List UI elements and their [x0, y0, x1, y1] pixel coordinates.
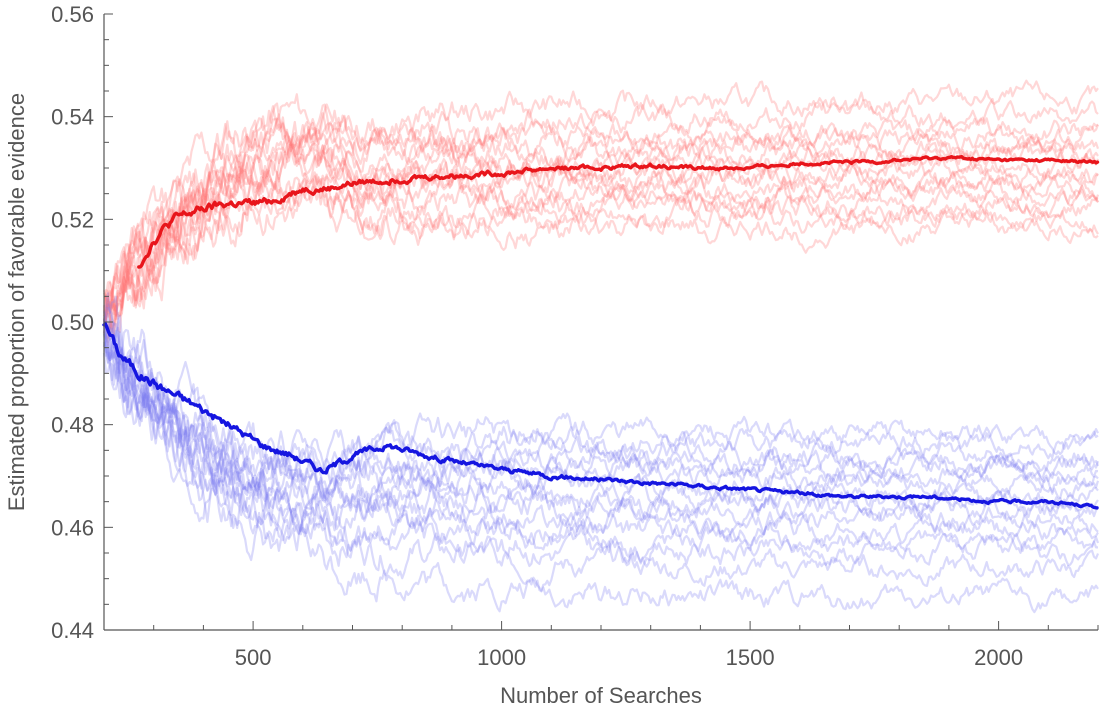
blue-faint-trajectory: [102, 352, 1099, 503]
blue-faint-trajectory: [102, 312, 1099, 614]
x-ticks: 500 1000 1500 2000: [153, 621, 1099, 670]
red-faint-trajectory: [102, 79, 1099, 317]
blue-faint-trajectory: [102, 317, 1100, 563]
red-faint-trajectory: [102, 126, 1099, 312]
blue-faint-trajectory: [102, 326, 1099, 497]
faint-trajectories: [102, 79, 1100, 614]
x-tick-label: 1500: [726, 645, 775, 670]
blue-faint-trajectory: [102, 311, 1099, 503]
y-tick-label: 0.54: [51, 105, 94, 130]
y-tick-label: 0.44: [51, 618, 94, 643]
blue-faint-trajectory: [102, 326, 1100, 592]
red-faint-trajectory: [102, 97, 1099, 333]
y-tick-label: 0.52: [51, 207, 94, 232]
blue-faint-trajectory: [102, 314, 1099, 522]
blue-faint-trajectory: [102, 333, 1099, 529]
red-faint-trajectory: [102, 93, 1100, 320]
red-faint-trajectory: [103, 139, 1099, 336]
y-tick-label: 0.46: [51, 515, 94, 540]
y-tick-label: 0.48: [51, 413, 94, 438]
y-axis-title: Estimated proportion of favorable eviden…: [4, 93, 29, 511]
x-axis-title: Number of Searches: [500, 683, 702, 708]
red-faint-trajectory: [102, 113, 1099, 322]
red-faint-trajectory: [102, 171, 1099, 325]
blue-faint-trajectory: [103, 292, 1099, 552]
red-faint-trajectory: [102, 125, 1100, 340]
red-faint-trajectory: [102, 168, 1100, 346]
red-faint-trajectory: [102, 156, 1099, 337]
blue-faint-trajectory: [102, 319, 1098, 568]
blue-faint-trajectory: [102, 307, 1100, 510]
red-faint-trajectory: [102, 141, 1100, 334]
y-tick-label: 0.50: [51, 310, 94, 335]
blue-mean-line: [102, 322, 1099, 510]
red-mean-line: [137, 155, 1100, 269]
blue-faint-trajectory: [102, 325, 1099, 546]
y-tick-label: 0.56: [51, 2, 94, 27]
red-faint-trajectory: [102, 129, 1099, 323]
mean-trajectories: [102, 155, 1100, 510]
y-ticks: 0.44 0.46 0.48 0.50 0.52 0.54 0.56: [51, 2, 113, 643]
x-tick-label: 500: [235, 645, 272, 670]
blue-faint-trajectory: [103, 338, 1100, 485]
red-faint-trajectory: [103, 115, 1099, 320]
x-tick-label: 2000: [974, 645, 1023, 670]
axes: [103, 14, 1098, 631]
red-faint-trajectory: [102, 166, 1099, 327]
red-faint-trajectory: [102, 105, 1100, 318]
red-faint-trajectory: [103, 155, 1099, 321]
x-tick-label: 1000: [477, 645, 526, 670]
